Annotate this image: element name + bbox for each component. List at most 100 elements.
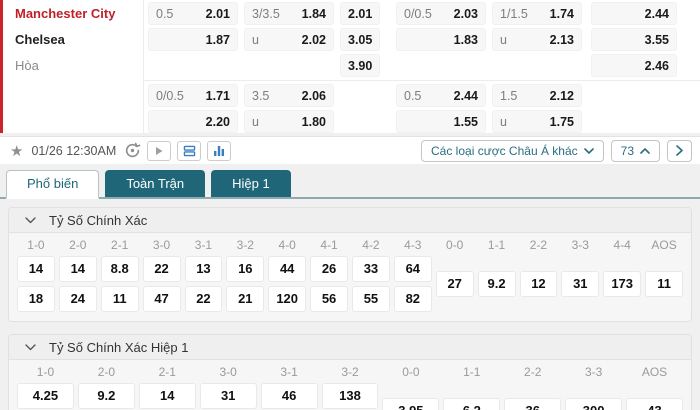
odds-cell[interactable]: 2.46 — [591, 54, 677, 77]
draw-label: Hòa — [15, 58, 39, 73]
odds-cell[interactable]: 3/3.5 1.84 — [244, 2, 334, 25]
correct-score-first-half-header[interactable]: Tỷ Số Chính Xác Hiệp 1 — [9, 335, 691, 360]
odds-cell[interactable]: 3.05 — [340, 28, 380, 51]
odds-cell[interactable]: 2.01 — [340, 2, 380, 25]
score-label: 1-0 — [27, 238, 45, 252]
more-asian-bets-dropdown[interactable]: Các loại cược Châu Á khác — [421, 139, 604, 162]
handicap-label: 0/0.5 — [404, 6, 432, 21]
draw-score-odds-cell[interactable]: 9.2 — [477, 271, 516, 297]
away-score-odds-cell[interactable]: 56 — [310, 286, 348, 312]
odds-cell[interactable]: 3.5 2.06 — [244, 84, 334, 107]
odds-cell[interactable]: 1/1.5 1.74 — [492, 2, 582, 25]
cashout-refresh-icon[interactable] — [124, 142, 141, 159]
score-column: 0-0 27 — [435, 238, 474, 312]
home-score-odds-cell[interactable]: 4.25 — [17, 383, 74, 409]
odds-cell[interactable]: 0/0.5 1.71 — [148, 84, 238, 107]
odds-value: 1.87 — [205, 32, 230, 47]
stats-chart-icon[interactable] — [207, 140, 232, 161]
odds-cell[interactable]: 0.5 2.01 — [148, 2, 238, 25]
score-label: 2-2 — [524, 365, 542, 379]
correct-score-grid: 1-0 14 18 2-0 14 24 2-1 8.8 11 — [9, 233, 691, 321]
odds-cell[interactable]: 0/0.5 2.03 — [396, 2, 486, 25]
home-score-odds-cell[interactable]: 14 — [138, 383, 196, 409]
score-column: 3-1 13 22 — [184, 238, 223, 312]
draw-score-odds-cell[interactable]: 12 — [519, 271, 558, 297]
score-label: 3-3 — [571, 238, 589, 252]
draw-score-odds-cell[interactable]: 36 — [504, 398, 562, 410]
home-score-odds-cell[interactable]: 44 — [268, 256, 307, 282]
away-score-odds-cell[interactable]: 120 — [268, 286, 307, 312]
tab-popular[interactable]: Phổ biến — [6, 170, 100, 199]
correct-score-first-half-grid: 1-0 4.25 5.4 2-0 9.2 17 2-1 14 18 — [9, 360, 691, 410]
tab-first-half[interactable]: Hiệp 1 — [211, 170, 291, 197]
draw-score-odds-cell[interactable]: 300 — [565, 398, 623, 410]
odds-cell[interactable]: u 2.13 — [492, 28, 582, 51]
home-score-odds-cell[interactable]: 8.8 — [100, 256, 139, 282]
draw-score-odds-cell[interactable]: 6.2 — [443, 398, 501, 410]
draw-score-odds-cell[interactable]: 27 — [435, 271, 474, 297]
odds-cell[interactable]: 1.55 — [396, 110, 486, 133]
away-score-odds-cell[interactable]: 47 — [142, 286, 181, 312]
odds-cell[interactable]: 2.44 — [591, 2, 677, 25]
score-label: 3-0 — [152, 238, 171, 252]
chevron-down-icon — [25, 343, 36, 350]
home-score-odds-cell[interactable]: 14 — [17, 256, 55, 282]
odds-value: 2.06 — [301, 88, 326, 103]
away-score-odds-cell[interactable]: 24 — [58, 286, 97, 312]
home-score-odds-cell[interactable]: 31 — [199, 383, 257, 409]
home-score-odds-cell[interactable]: 33 — [352, 256, 390, 282]
draw-score-odds-cell[interactable]: 173 — [603, 271, 642, 297]
odds-cell[interactable]: 1.5 2.12 — [492, 84, 582, 107]
away-score-odds-cell[interactable]: 22 — [184, 286, 223, 312]
score-column: 2-0 9.2 17 — [77, 365, 135, 410]
score-label: 0-0 — [446, 238, 464, 252]
handicap-label: u — [252, 32, 259, 47]
score-column: 1-1 6.2 — [443, 365, 501, 410]
home-score-odds-cell[interactable]: 14 — [58, 256, 97, 282]
score-column: 4-3 64 82 — [393, 238, 432, 312]
score-label: 4-2 — [362, 238, 380, 252]
toolbar-right-group: Các loại cược Châu Á khác 73 — [414, 139, 692, 162]
odds-cell[interactable]: 3.55 — [591, 28, 677, 51]
score-column: 4-0 44 120 — [268, 238, 307, 312]
favorite-star-icon[interactable]: ★ — [10, 142, 24, 160]
home-score-odds-cell[interactable]: 64 — [393, 256, 432, 282]
home-score-odds-cell[interactable]: 46 — [260, 383, 318, 409]
odds-board-icon[interactable] — [177, 140, 202, 161]
away-score-odds-cell[interactable]: 18 — [17, 286, 55, 312]
home-score-odds-cell[interactable]: 26 — [310, 256, 348, 282]
score-column: 2-1 14 18 — [138, 365, 196, 410]
home-score-odds-cell[interactable]: 138 — [321, 383, 379, 409]
home-score-odds-cell[interactable]: 16 — [226, 256, 265, 282]
chevron-down-icon — [25, 216, 36, 223]
odds-cell[interactable]: u 1.80 — [244, 110, 334, 133]
section-title: Tỷ Số Chính Xác — [49, 212, 148, 228]
tab-full-time[interactable]: Toàn Trận — [105, 170, 206, 197]
draw-score-odds-cell[interactable]: 3.95 — [382, 398, 440, 410]
draw-score-odds-cell[interactable]: 31 — [561, 271, 600, 297]
draw-score-odds-cell[interactable]: 43 — [626, 398, 683, 410]
market-count-toggle[interactable]: 73 — [610, 139, 660, 162]
odds-cell[interactable]: 3.90 — [340, 54, 380, 77]
match-datetime: 01/26 12:30AM — [31, 143, 117, 158]
draw-score-odds-cell[interactable]: 11 — [645, 271, 683, 297]
odds-cell[interactable]: u 1.75 — [492, 110, 582, 133]
handicap-label: 0.5 — [404, 88, 422, 103]
away-score-odds-cell[interactable]: 82 — [393, 286, 432, 312]
play-video-button[interactable] — [147, 140, 172, 161]
next-arrow-button[interactable] — [667, 139, 692, 162]
odds-cell[interactable]: 2.20 — [148, 110, 238, 133]
match-odds-panel: Manchester City 0.5 2.01 3/3.5 1.84 2.01 0… — [0, 0, 700, 133]
away-score-odds-cell[interactable]: 11 — [100, 286, 139, 312]
odds-cell[interactable]: 1.83 — [396, 28, 486, 51]
home-score-odds-cell[interactable]: 22 — [142, 256, 181, 282]
odds-cell[interactable]: 0.5 2.44 — [396, 84, 486, 107]
away-score-odds-cell[interactable]: 55 — [352, 286, 390, 312]
correct-score-header[interactable]: Tỷ Số Chính Xác — [9, 208, 691, 233]
home-score-odds-cell[interactable]: 13 — [184, 256, 223, 282]
home-score-odds-cell[interactable]: 9.2 — [77, 383, 135, 409]
handicap-label: 3.5 — [252, 88, 270, 103]
away-score-odds-cell[interactable]: 21 — [226, 286, 265, 312]
odds-cell[interactable]: u 2.02 — [244, 28, 334, 51]
odds-cell[interactable]: 1.87 — [148, 28, 238, 51]
